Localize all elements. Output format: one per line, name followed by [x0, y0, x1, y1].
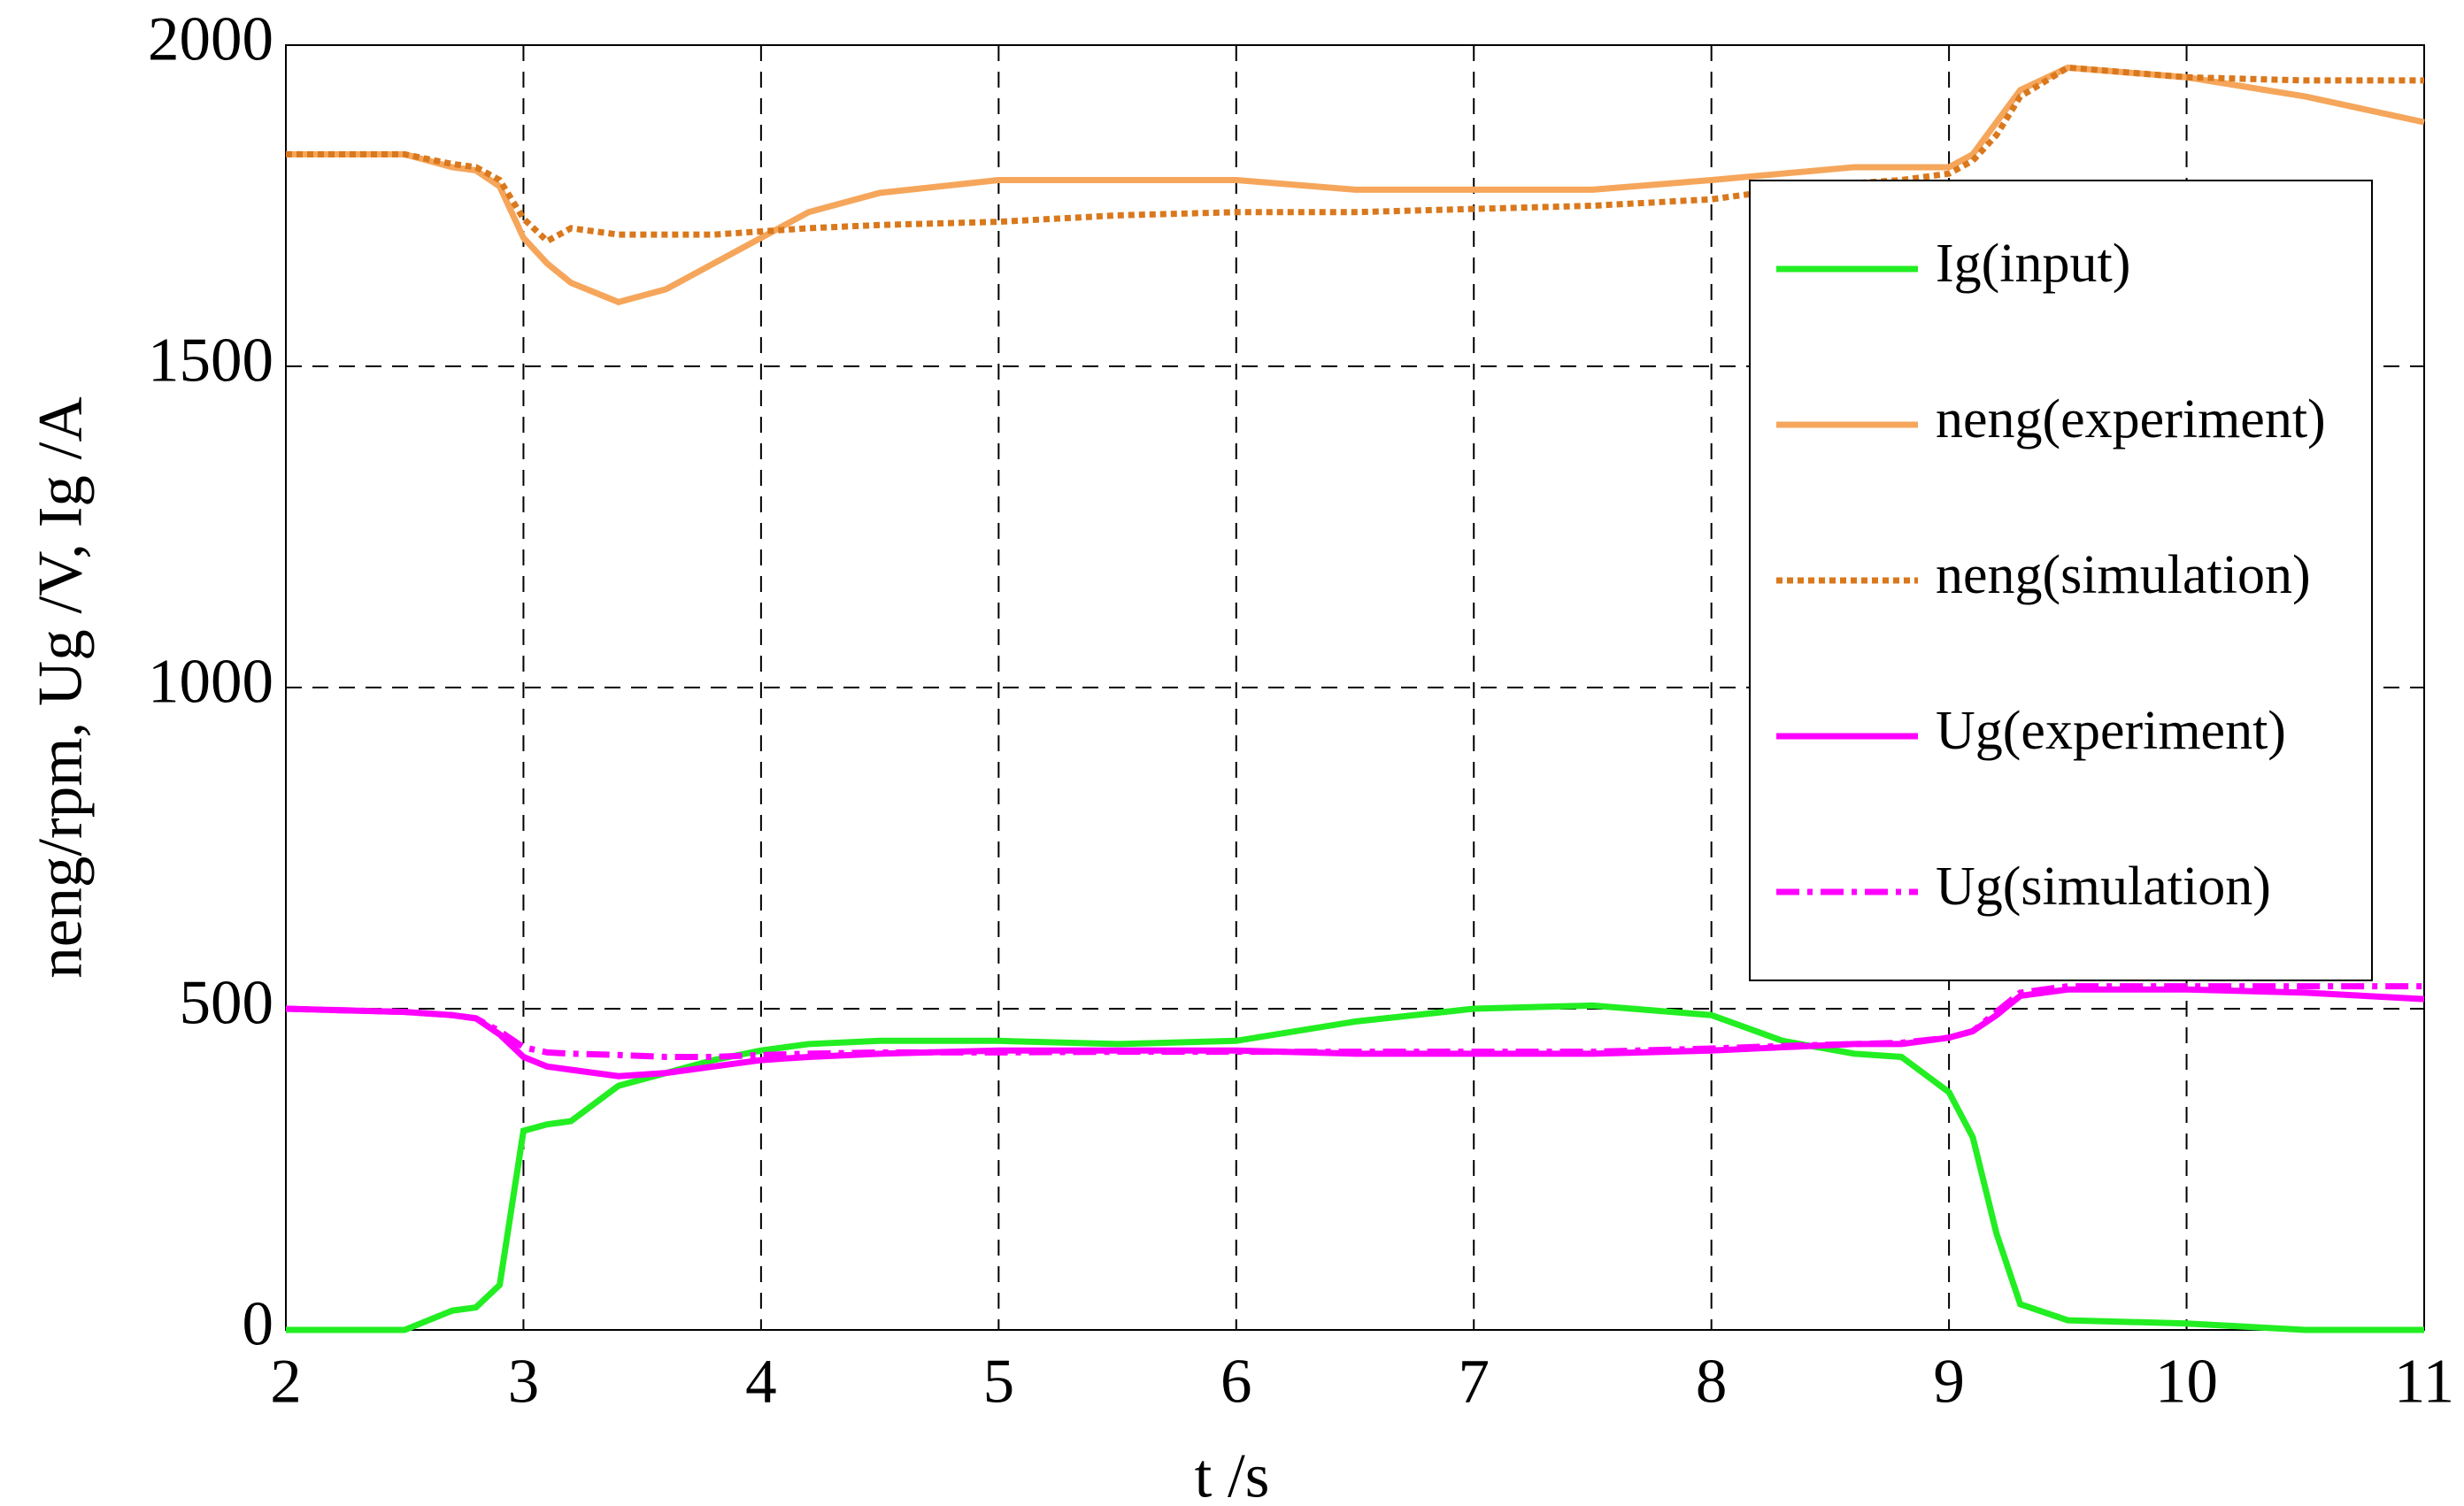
y-tick-label: 500: [180, 968, 274, 1037]
series-line: [285, 983, 2424, 1060]
x-axis-label: t /s: [1195, 1441, 1270, 1506]
y-axis-label: neng/rpm, Ug /V, Ig /A: [26, 396, 95, 978]
x-tick-label: 6: [1220, 1347, 1252, 1416]
series-line: [286, 1002, 2424, 1333]
legend-label: neng(experiment): [1936, 389, 2326, 449]
x-tick-label: 10: [2155, 1347, 2218, 1416]
legend-label: neng(simulation): [1936, 545, 2311, 605]
y-tick-label: 1000: [148, 647, 273, 716]
x-tick-label: 11: [2394, 1347, 2454, 1416]
plot-frame: [285, 44, 2425, 1331]
x-tick-label: 9: [1933, 1347, 1965, 1416]
y-tick-label: 1500: [148, 326, 273, 395]
legend-label: Ig(input): [1936, 234, 2130, 294]
x-tick-label: 7: [1458, 1347, 1490, 1416]
y-tick-label: 2000: [148, 4, 273, 73]
x-tick-label: 8: [1696, 1347, 1728, 1416]
legend-label: Ug(simulation): [1936, 857, 2271, 917]
x-tick-label: 5: [983, 1347, 1015, 1416]
series-line: [286, 64, 2424, 245]
legend-label: Ug(experiment): [1936, 701, 2286, 761]
x-tick-label: 3: [508, 1347, 540, 1416]
x-tick-label: 2: [270, 1347, 302, 1416]
x-tick-label: 4: [745, 1347, 777, 1416]
y-tick-label: 0: [243, 1289, 274, 1358]
series-line: [286, 64, 2425, 306]
